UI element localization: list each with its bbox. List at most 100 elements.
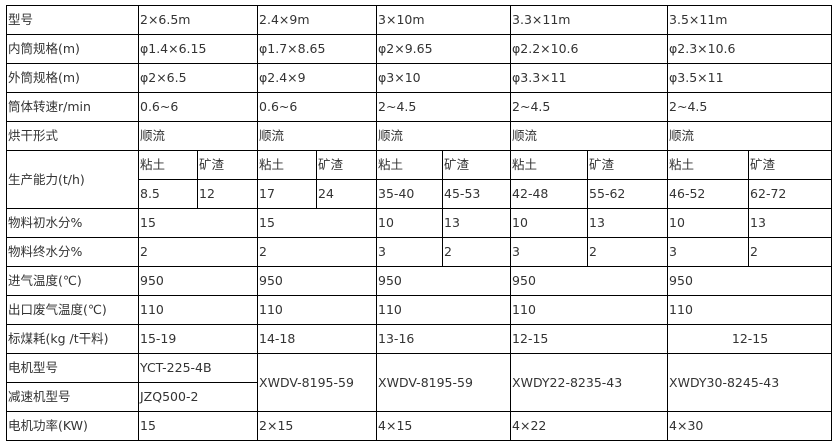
- row-label: 型号: [6, 5, 139, 35]
- table-cell: φ2×9.65: [376, 34, 512, 64]
- table-row: 减速机型号 JZQ500-2: [6, 382, 832, 412]
- table-cell: XWDV-8195-59: [257, 353, 378, 412]
- table-cell: 2: [257, 237, 378, 267]
- table-cell: φ3.5×11: [667, 63, 833, 93]
- table-cell: φ2×6.5: [137, 63, 259, 93]
- table-cell: 15: [137, 411, 259, 441]
- table-cell: 950: [667, 266, 833, 296]
- table-row: 物料终水分% 2 2 3 2 3 2 3 2: [6, 237, 833, 267]
- table-cell: 矿渣: [587, 150, 669, 180]
- table-cell: 3: [510, 237, 589, 267]
- table-cell: 8.5: [138, 179, 198, 209]
- table-row: 出口废气温度(℃) 110 110 110 110 110: [6, 295, 833, 325]
- row-label: 物料初水分%: [6, 208, 139, 238]
- table-cell: 45-53: [442, 179, 512, 209]
- table-cell: 粘土: [667, 150, 750, 180]
- table-cell: 2~4.5: [376, 92, 512, 122]
- table-cell: φ2.4×9: [257, 63, 378, 93]
- table-cell: 2~4.5: [667, 92, 833, 122]
- table-cell: 110: [667, 295, 833, 325]
- table-cell: 3.5×11m: [667, 5, 833, 35]
- table-cell: 950: [376, 266, 512, 296]
- table-cell: 2×6.5m: [137, 5, 259, 35]
- table-cell: 13: [748, 208, 833, 238]
- table-cell: 4×22: [510, 411, 669, 441]
- table-cell: 0.6~6: [137, 92, 259, 122]
- table-cell: 62-72: [748, 179, 833, 209]
- table-cell: 10: [376, 208, 444, 238]
- table-cell: 2: [748, 237, 833, 267]
- table-cell: 顺流: [137, 121, 259, 151]
- table-cell: 15: [137, 208, 259, 238]
- table-cell: φ1.4×6.15: [137, 34, 259, 64]
- dryer-spec-table: 型号 2×6.5m 2.4×9m 3×10m 3.3×11m 3.5×11m 内筒规格(m)…: [6, 5, 833, 441]
- table-cell: 110: [510, 295, 669, 325]
- table-cell: 13: [442, 208, 512, 238]
- table-cell: 13-16: [376, 324, 512, 354]
- table-cell: 10: [510, 208, 589, 238]
- table-cell: YCT-225-4B: [137, 353, 259, 383]
- table-row: 型号 2×6.5m 2.4×9m 3×10m 3.3×11m 3.5×11m: [6, 5, 833, 35]
- table-cell: 950: [137, 266, 259, 296]
- table-cell: 13: [587, 208, 669, 238]
- table-cell: 2×15: [257, 411, 378, 441]
- row-label: 电机型号: [6, 353, 139, 383]
- table-cell: 3.3×11m: [510, 5, 669, 35]
- table-row: 8.5 12 17 24 35-40 45-53 42-48 55-62 46-52 62-72: [7, 179, 833, 209]
- table-cell: 12-15: [667, 324, 833, 354]
- table-cell: 4×30: [667, 411, 833, 441]
- table-cell: 4×15: [376, 411, 512, 441]
- table-cell: 矿渣: [748, 150, 833, 180]
- table-cell: φ1.7×8.65: [257, 34, 378, 64]
- table-cell: φ2.2×10.6: [510, 34, 669, 64]
- table-row: 进气温度(℃) 950 950 950 950 950: [6, 266, 833, 296]
- table-cell: 10: [667, 208, 750, 238]
- table-cell: 35-40: [376, 179, 444, 209]
- table-cell: 粘土: [257, 150, 318, 180]
- table-cell: 矿渣: [196, 150, 259, 180]
- table-row: 生产能力(t/h) 粘土 矿渣 粘土 矿渣 粘土 矿渣 粘土 矿渣 粘土 矿渣: [6, 150, 833, 209]
- table-row: 电机功率(KW) 15 2×15 4×15 4×22 4×30: [6, 411, 833, 441]
- table-row: 外筒规格(m) φ2×6.5 φ2.4×9 φ3×10 φ3.3×11 φ3.5×11: [6, 63, 833, 93]
- table-cell: 110: [257, 295, 378, 325]
- table-cell: 24: [316, 179, 378, 209]
- table-cell: 46-52: [667, 179, 750, 209]
- table-cell: 15: [257, 208, 378, 238]
- table-cell: 3: [376, 237, 444, 267]
- table-cell: XWDY22-8235-43: [510, 353, 669, 412]
- row-label: 减速机型号: [6, 382, 139, 412]
- row-label: 进气温度(℃): [6, 266, 139, 296]
- row-label: 电机功率(KW): [6, 411, 139, 441]
- table-cell: 55-62: [587, 179, 669, 209]
- row-label: 标煤耗(kg /t干料): [6, 324, 139, 354]
- table-cell: 3: [667, 237, 750, 267]
- table-cell: φ3×10: [376, 63, 512, 93]
- table-cell: XWDY30-8245-43: [667, 353, 833, 412]
- table-cell: 顺流: [667, 121, 833, 151]
- table-cell: 2.4×9m: [257, 5, 378, 35]
- table-cell: 顺流: [257, 121, 378, 151]
- table-cell: 粘土: [376, 150, 444, 180]
- table-cell: 950: [257, 266, 378, 296]
- table-cell: 2: [442, 237, 512, 267]
- table-row: 电机型号 YCT-225-4B XWDV-8195-59 XWDV-8195-59 XW…: [6, 353, 833, 412]
- table-cell: 14-18: [257, 324, 378, 354]
- table-cell: JZQ500-2: [137, 382, 259, 412]
- table-cell: 3×10m: [376, 5, 512, 35]
- table-row: 烘干形式 顺流 顺流 顺流 顺流 顺流: [6, 121, 833, 151]
- table-row: 筒体转速r/min 0.6~6 0.6~6 2~4.5 2~4.5 2~4.5: [6, 92, 833, 122]
- table-cell: 950: [510, 266, 669, 296]
- table-cell: 矿渣: [442, 150, 512, 180]
- table-cell: φ3.3×11: [510, 63, 669, 93]
- table-cell: 42-48: [510, 179, 589, 209]
- row-label: 外筒规格(m): [6, 63, 139, 93]
- table-cell: XWDV-8195-59: [376, 353, 512, 412]
- row-label: 烘干形式: [6, 121, 139, 151]
- row-label: 筒体转速r/min: [6, 92, 139, 122]
- table-cell: 顺流: [376, 121, 512, 151]
- table-cell: 2: [587, 237, 669, 267]
- row-label: 内筒规格(m): [6, 34, 139, 64]
- table-cell: 粘土: [510, 150, 589, 180]
- table-row: 物料初水分% 15 15 10 13 10 13 10 13: [6, 208, 833, 238]
- table-cell: 12-15: [510, 324, 669, 354]
